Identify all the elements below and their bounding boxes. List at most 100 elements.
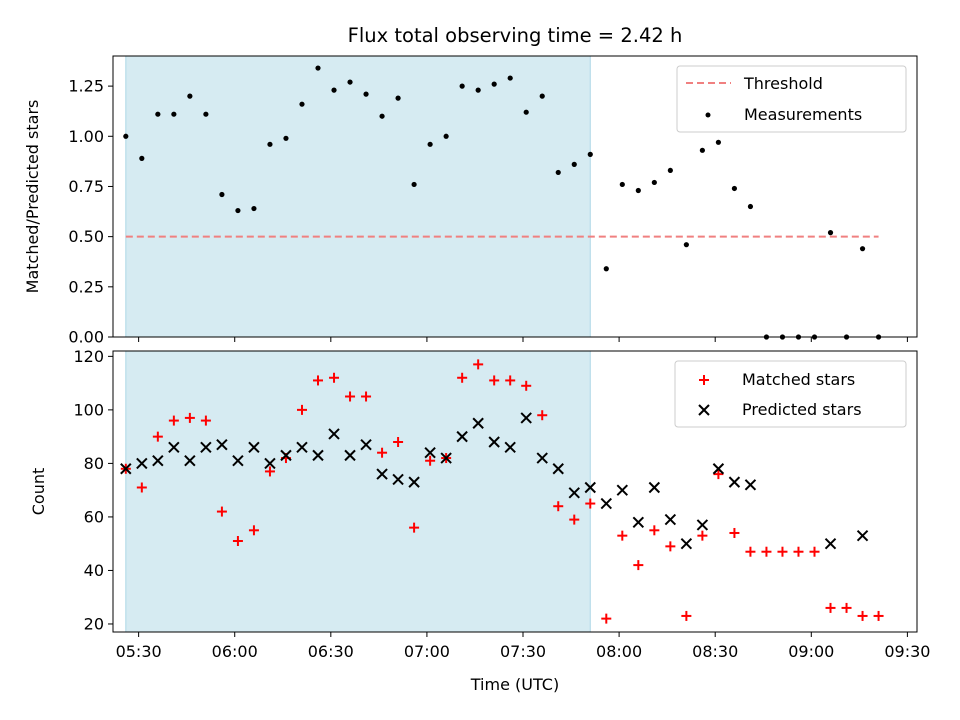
x-marker-b — [136, 457, 148, 470]
predicted-star-point — [232, 455, 244, 467]
matched-star-point — [168, 415, 179, 426]
legend-measurements-label: Measurements — [744, 105, 862, 124]
x-tick-label: 08:00 — [596, 642, 642, 661]
x-tick-label: 07:00 — [404, 642, 450, 661]
measurement-point — [587, 151, 593, 157]
matched-star-point — [537, 410, 548, 421]
matched-star-point — [136, 482, 147, 493]
x-marker-b — [504, 441, 516, 454]
x-marker-b — [408, 476, 420, 488]
x-marker-b — [168, 441, 180, 454]
matched-star-point — [873, 610, 884, 621]
matched-star-point — [681, 610, 692, 621]
x-marker-b — [600, 497, 612, 510]
measurement-point — [315, 65, 321, 71]
observing-span-bottom — [125, 350, 591, 633]
measurement-point — [203, 111, 209, 117]
matched-star-point — [329, 372, 340, 383]
x-axis-label: Time (UTC) — [470, 675, 559, 694]
x-marker-b — [616, 484, 629, 496]
x-marker-b — [520, 412, 532, 424]
matched-star-point — [489, 375, 500, 386]
matched-star-point — [729, 527, 740, 538]
x-marker-b — [648, 481, 661, 494]
matched-star-point — [200, 415, 211, 426]
measurement-point — [571, 161, 577, 167]
matched-star-point — [809, 546, 820, 557]
matched-star-point — [713, 469, 724, 480]
predicted-star-point — [664, 513, 677, 526]
count-legend-box — [674, 360, 907, 428]
measurement-point — [859, 246, 866, 252]
x-tick-label: 09:00 — [788, 642, 834, 661]
y-tick-label: 60 — [84, 507, 104, 526]
measurement-point — [491, 81, 497, 87]
x-marker-b — [200, 441, 212, 454]
x-marker-b — [152, 455, 164, 467]
legend-threshold-label: Threshold — [743, 74, 823, 93]
measurement-point — [331, 87, 337, 93]
x-marker-b — [664, 513, 677, 526]
ratio-legend-box — [676, 65, 907, 133]
predicted-star-point — [728, 476, 741, 488]
x-marker-b — [632, 516, 645, 528]
x-marker-b — [696, 519, 709, 531]
ratio-y-axis-label: Matched/Predicted stars — [23, 100, 42, 294]
predicted-star-point — [184, 455, 196, 467]
predicted-stars-points — [120, 412, 869, 550]
x-marker-b — [552, 463, 564, 475]
matched-star-point — [857, 610, 868, 621]
measurement-point — [747, 203, 754, 210]
predicted-star-point — [424, 446, 436, 459]
count-y-ticks: 20 40 60 80 100 120 — [73, 347, 113, 633]
y-tick-label: 80 — [84, 454, 104, 473]
predicted-star-point — [296, 441, 308, 454]
matched-star-point — [665, 541, 676, 552]
predicted-star-point — [344, 449, 356, 462]
x-marker-b — [536, 452, 548, 464]
observing-span-top — [125, 55, 591, 338]
matched-star-point — [841, 602, 852, 613]
x-marker-b — [392, 473, 404, 486]
x-marker-b — [440, 452, 452, 464]
y-tick-label: 0.00 — [68, 328, 104, 347]
measurement-point — [683, 242, 689, 248]
matched-star-point — [248, 525, 259, 536]
measurement-point — [459, 83, 465, 89]
x-tick-label: 06:00 — [212, 642, 258, 661]
legend-predicted-swatch — [698, 404, 710, 416]
y-tick-label: 20 — [84, 614, 104, 633]
count-legend: Matched stars Predicted stars — [674, 360, 907, 428]
x-marker-b — [120, 463, 132, 475]
matched-star-point — [569, 514, 580, 525]
matched-star-point — [697, 530, 708, 541]
measurement-point — [443, 133, 449, 139]
predicted-star-point — [552, 463, 564, 475]
matched-star-point — [457, 372, 468, 383]
matched-star-point — [409, 522, 420, 533]
predicted-star-point — [328, 428, 340, 440]
measurement-point — [619, 181, 625, 188]
measurement-point — [411, 181, 417, 188]
legend-x-marker — [698, 404, 710, 416]
x-marker-b — [680, 537, 693, 550]
predicted-star-point — [456, 430, 468, 443]
measurement-point — [283, 135, 289, 141]
measurement-point — [219, 191, 225, 198]
measurement-point — [427, 141, 433, 147]
matched-star-point — [585, 498, 596, 509]
matched-star-point — [505, 375, 516, 386]
predicted-star-point — [392, 473, 404, 486]
measurement-point — [667, 167, 673, 174]
x-tick-label: 09:30 — [884, 642, 930, 661]
matched-star-point — [649, 525, 660, 536]
predicted-star-point — [632, 516, 645, 528]
x-marker-b — [728, 476, 741, 488]
matched-star-point — [617, 530, 628, 541]
ratio-panel: 0.00 0.25 0.50 0.75 1.00 1.25 Flux total obse… — [23, 24, 918, 347]
x-marker-b — [456, 430, 468, 443]
measurement-point — [347, 79, 353, 85]
y-tick-label: 0.50 — [68, 227, 104, 246]
count-x-ticks: 05:30 06:00 06:30 07:00 07:30 08:00 08:30 09:00… — [116, 632, 930, 661]
